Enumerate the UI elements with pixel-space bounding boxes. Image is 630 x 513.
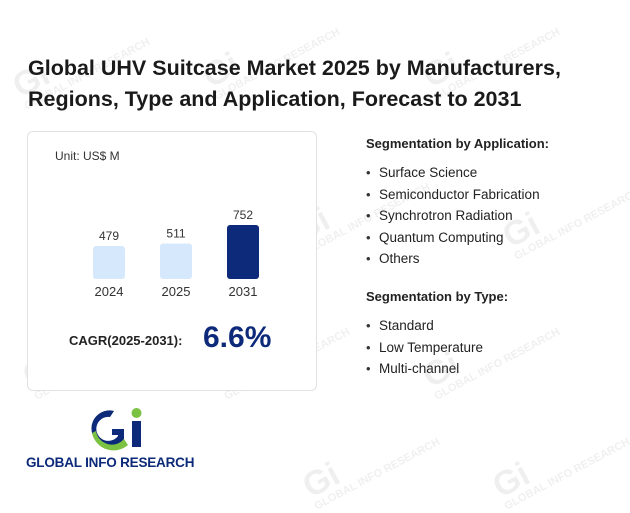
gi-logo-icon [91, 408, 142, 451]
application-heading: Segmentation by Application: [366, 136, 549, 151]
bar-2024 [93, 246, 125, 279]
page-title: Global UHV Suitcase Market 2025 by Manuf… [28, 53, 588, 115]
list-item: Quantum Computing [366, 227, 616, 249]
list-item: Standard [366, 315, 616, 337]
bar-chart: 479 2024 511 2025 752 2031 [93, 208, 259, 299]
type-list: Standard Low Temperature Multi-channel [366, 315, 616, 380]
bar-2025 [160, 243, 192, 279]
type-segmentation: Segmentation by Type: Standard Low Tempe… [366, 289, 616, 380]
list-item: Low Temperature [366, 337, 616, 359]
data-label: 511 [166, 227, 185, 241]
title-line-1: Global UHV Suitcase Market 2025 by Manuf… [28, 56, 561, 80]
unit-label: Unit: US$ M [55, 149, 120, 163]
list-item: Surface Science [366, 162, 616, 184]
title-line-2: Regions, Type and Application, Forecast … [28, 87, 522, 111]
data-label: 479 [99, 229, 119, 243]
cagr-label: CAGR(2025-2031): [69, 333, 183, 348]
x-tick-label: 2031 [229, 284, 258, 299]
list-item: Multi-channel [366, 358, 616, 380]
bar-2031 [227, 225, 259, 279]
cagr-value: 6.6% [203, 321, 272, 354]
list-item: Others [366, 248, 616, 270]
x-tick-label: 2025 [162, 284, 191, 299]
list-item: Semiconductor Fabrication [366, 184, 616, 206]
logo-text: GLOBAL INFO RESEARCH [26, 455, 195, 470]
type-heading: Segmentation by Type: [366, 289, 509, 304]
list-item: Synchrotron Radiation [366, 205, 616, 227]
x-tick-label: 2024 [95, 284, 124, 299]
chart-card: Unit: US$ M 479 2024 511 2025 752 2031 CAGR(2… [27, 131, 317, 391]
application-segmentation: Segmentation by Application: Surface Sci… [366, 136, 616, 270]
application-list: Surface Science Semiconductor Fabricatio… [366, 162, 616, 270]
logo: GLOBAL INFO RESEARCH [26, 405, 211, 475]
data-label: 752 [233, 208, 253, 222]
